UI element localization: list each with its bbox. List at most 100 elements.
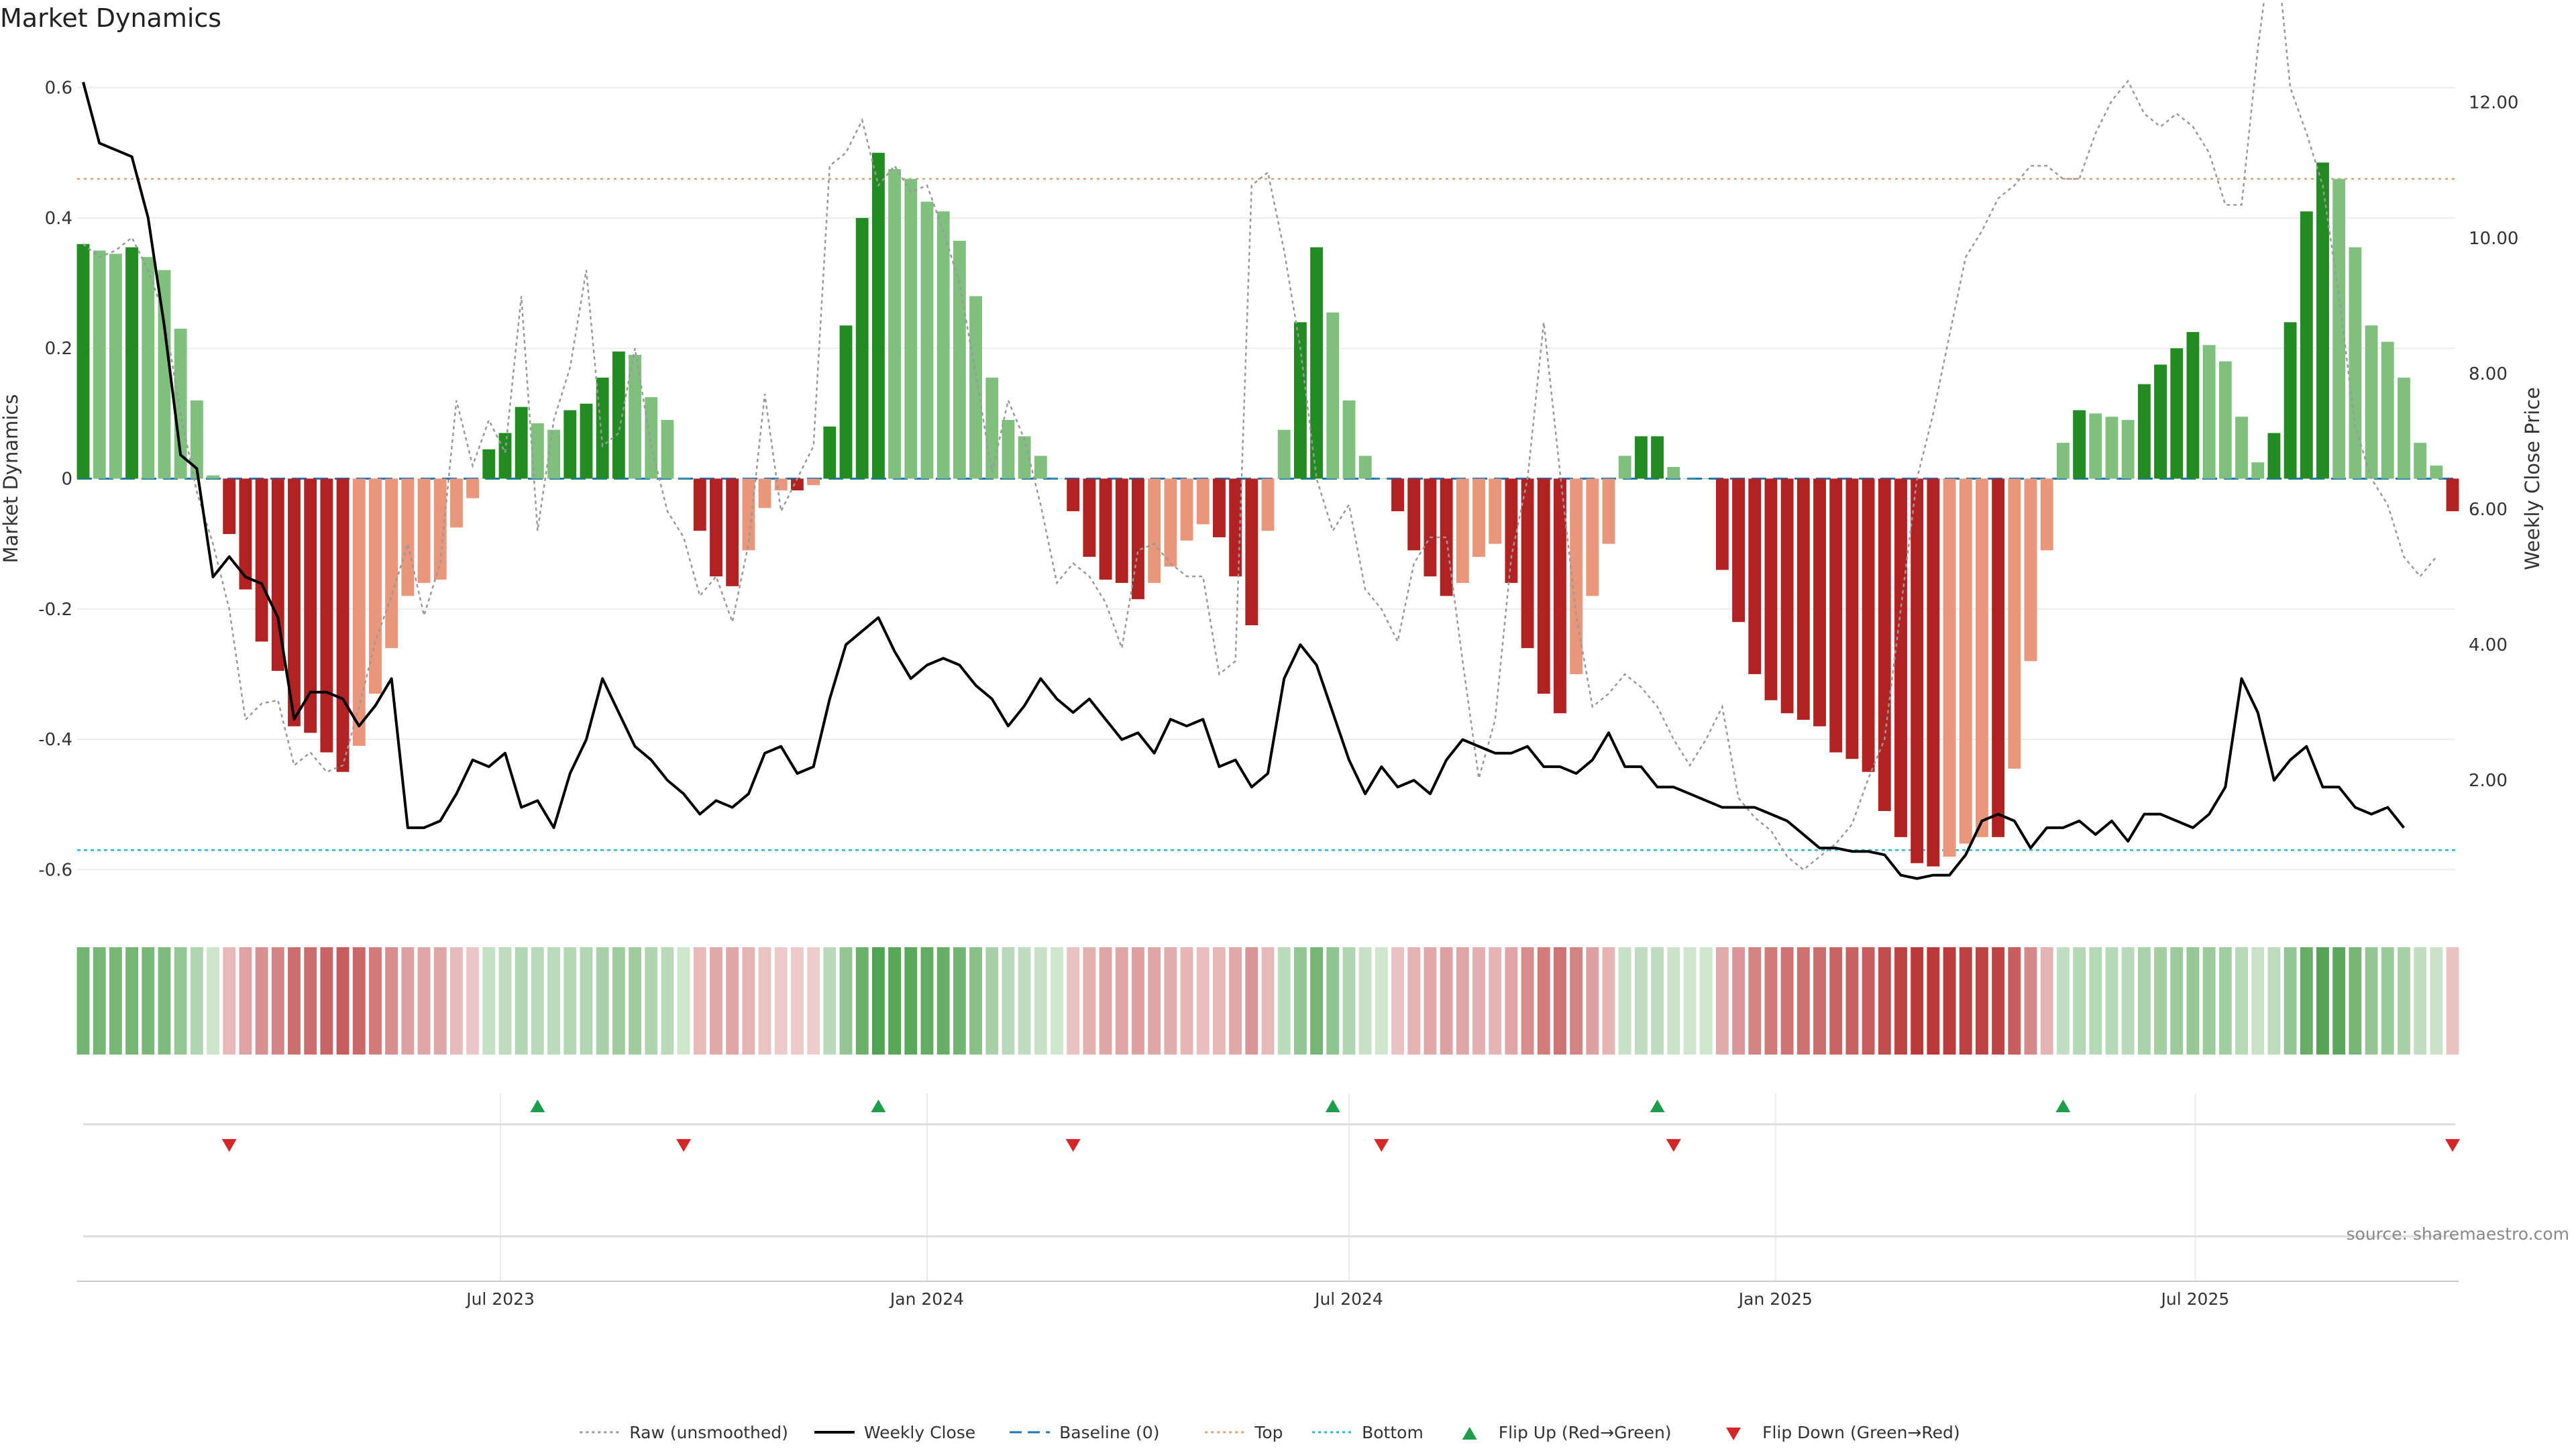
dynamics-bar [369,478,382,694]
x-tick-label: Jul 2025 [2160,1289,2230,1309]
heat-cell [352,947,366,1055]
heat-cell [1472,947,1485,1055]
heat-cell [76,947,90,1055]
dynamics-bar [1505,478,1518,583]
dynamics-bar [2202,345,2216,479]
heat-cell [255,947,268,1055]
dynamics-bar [1764,478,1778,700]
heat-cell [1586,947,1599,1055]
heat-cell [1358,947,1372,1055]
heat-cell [1634,947,1648,1055]
dynamics-bar [1391,478,1404,512]
heat-cell [1051,947,1063,1055]
x-tick-label: Jan 2024 [889,1289,964,1309]
right-axis-label: Weekly Close Price [2521,387,2544,570]
dynamics-bar [1132,478,1144,600]
dynamics-bar [385,478,398,649]
heat-cell [1813,947,1826,1055]
dynamics-bar [2235,417,2248,479]
dynamics-bar [1051,478,1063,479]
heat-cell [1310,947,1324,1055]
heat-cell [2365,947,2378,1055]
heat-cell [693,947,706,1055]
heat-cell [1440,947,1453,1055]
heat-cell [1699,947,1713,1055]
heat-cell [320,947,333,1055]
dynamics-bar [564,410,577,479]
dynamics-bar [2300,211,2313,479]
heat-cell [1780,947,1794,1055]
dynamics-bar [2218,361,2232,479]
heat-cell [190,947,203,1055]
heat-cell [1992,947,2005,1055]
dynamics-bar [2349,247,2362,479]
heat-cell [288,947,301,1055]
dynamics-bar [1099,478,1112,580]
heat-cell [498,947,512,1055]
heat-cell [1894,947,1907,1055]
heat-cell [547,947,560,1055]
heat-cell [1715,947,1729,1055]
dynamics-bar [1245,478,1258,626]
heat-cell [969,947,982,1055]
heat-cell [661,947,674,1055]
dynamics-bar [1911,478,1924,863]
heat-cell [1976,947,1988,1055]
heat-cell [433,947,447,1055]
dynamics-bar [1829,478,1843,753]
dynamics-bar [823,426,837,479]
flip-down-marker [1065,1139,1081,1152]
dynamics-bar [1083,478,1096,557]
heat-cell [2235,947,2248,1055]
heat-cell [466,947,480,1055]
x-tick-label: Jul 2023 [465,1289,535,1309]
legend-item: Flip Down (Green→Red) [1726,1423,1960,1442]
heat-cell [1537,947,1550,1055]
dynamics-bar [1651,436,1664,479]
dynamics-bar [174,329,187,479]
dynamics-bar [1959,478,1972,844]
flip-up-marker [1650,1099,1665,1112]
dynamics-bar [190,400,203,479]
heat-cell [1618,947,1631,1055]
legend-label: Raw (unsmoothed) [629,1423,788,1442]
heat-cell [807,947,820,1055]
dynamics-bar [1358,455,1372,479]
dynamics-bar [2040,478,2053,551]
dynamics-bar [2381,341,2394,479]
flip-down-marker [1666,1139,1681,1152]
heat-cell [109,947,122,1055]
legend-label: Baseline (0) [1059,1423,1159,1442]
heat-cell [1554,947,1566,1055]
dynamics-bar [207,475,219,479]
heat-cell [1196,947,1210,1055]
heat-cell [1829,947,1843,1055]
dynamics-bar [871,152,885,479]
x-tick-label: Jul 2024 [1313,1289,1383,1309]
right-tick-label: 12.00 [2469,93,2518,113]
legend-label: Bottom [1362,1423,1424,1442]
legend-item: Raw (unsmoothed) [580,1423,788,1442]
dynamics-bar [1180,478,1193,541]
dynamics-bar [449,478,463,528]
heat-cell [2430,947,2443,1055]
dynamics-bar [547,429,560,479]
heat-cell [774,947,788,1055]
dynamics-bar [417,478,431,583]
chart-title: Market Dynamics [0,3,221,33]
dynamics-bar [2024,478,2037,661]
heat-cell [742,947,755,1055]
heat-cell [385,947,398,1055]
legend-label: Flip Up (Red→Green) [1499,1423,1672,1442]
left-tick-label: 0.2 [45,339,72,359]
dynamics-bar [1456,478,1469,583]
heat-cell [1845,947,1859,1055]
heat-cell [1570,947,1583,1055]
heat-cell [2024,947,2037,1055]
heat-cell [629,947,641,1055]
flip-markers [221,1099,2460,1152]
dynamics-bar [1018,436,1031,479]
close-series [82,81,2405,880]
x-tick-label: Jan 2025 [1737,1289,1813,1309]
dynamics-bar [76,244,90,479]
